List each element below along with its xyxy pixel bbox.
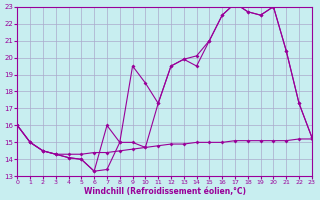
X-axis label: Windchill (Refroidissement éolien,°C): Windchill (Refroidissement éolien,°C) [84,187,245,196]
